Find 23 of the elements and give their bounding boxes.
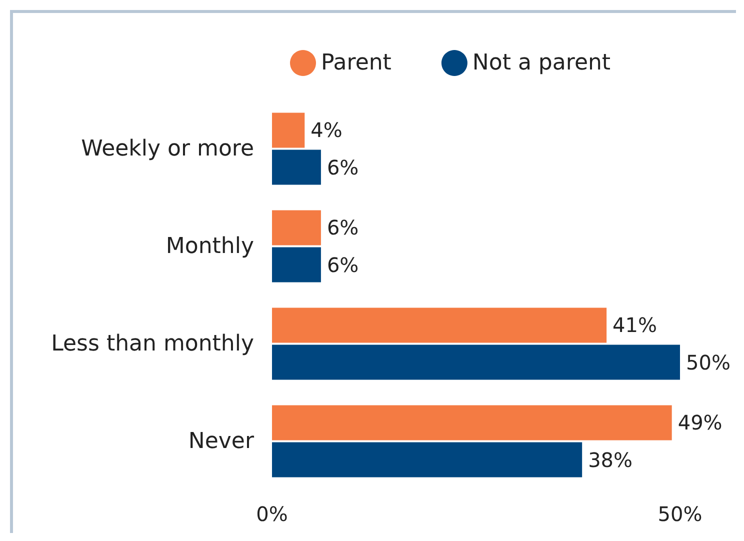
data-label: 50% xyxy=(686,350,730,374)
data-label: 49% xyxy=(678,410,722,435)
bar xyxy=(272,442,582,478)
legend-label: Not a parent xyxy=(472,50,611,76)
data-label: 6% xyxy=(326,155,359,180)
bar xyxy=(272,344,680,380)
bar xyxy=(272,405,672,440)
data-label: 41% xyxy=(612,313,658,338)
y-tick-label: Weekly or more xyxy=(81,136,254,162)
bar xyxy=(272,150,321,185)
x-tick-label: 0% xyxy=(256,502,288,526)
y-tick-label: Less than monthly xyxy=(51,331,254,356)
bar xyxy=(272,308,607,343)
y-tick-label: Monthly xyxy=(166,234,254,259)
data-label: 6% xyxy=(326,216,359,240)
y-tick-label: Never xyxy=(188,428,255,454)
legend-label: Parent xyxy=(321,50,392,76)
bar xyxy=(272,112,305,148)
data-label: 4% xyxy=(310,118,342,142)
bar xyxy=(272,210,321,246)
bar xyxy=(272,247,321,282)
data-label: 6% xyxy=(326,252,359,277)
data-label: 38% xyxy=(588,448,633,472)
